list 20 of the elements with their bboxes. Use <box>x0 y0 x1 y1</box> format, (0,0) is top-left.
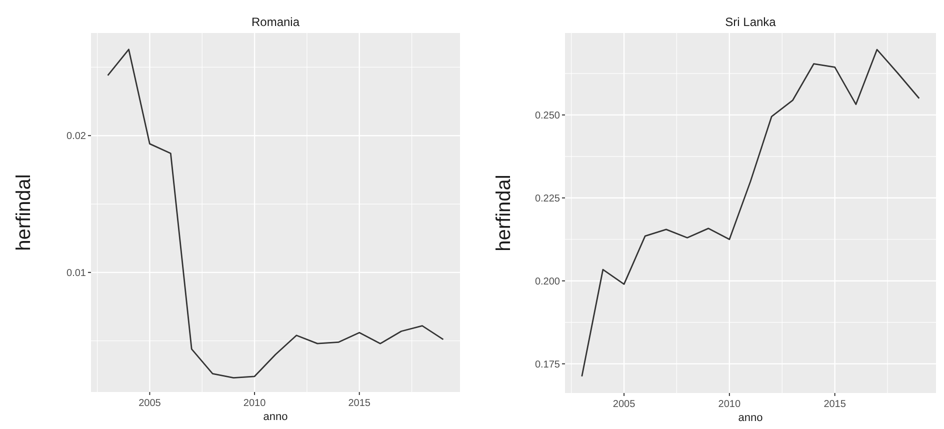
x-tick-label: 2010 <box>243 398 266 409</box>
chart-title: Romania <box>251 15 300 29</box>
line-series <box>107 48 444 378</box>
y-axis-title: herfindal <box>13 174 35 251</box>
y-tick-label: 0.175 <box>534 359 560 370</box>
x-axis-title: anno <box>263 411 288 423</box>
x-tick-label: 2005 <box>612 399 636 410</box>
y-tick-label: 0.225 <box>534 193 560 204</box>
y-tick-label: 0.02 <box>66 131 86 142</box>
chart-title: Sri Lanka <box>725 15 776 29</box>
y-axis-title: herfindal <box>493 174 515 252</box>
x-axis-title: anno <box>738 412 763 424</box>
line-series <box>581 48 920 378</box>
x-tick-label: 2005 <box>138 398 162 409</box>
y-tick-label: 0.250 <box>534 110 560 122</box>
x-tick-label: 2015 <box>824 399 846 410</box>
x-tick-label: 2015 <box>348 398 371 409</box>
y-tick-label: 0.200 <box>534 276 560 288</box>
x-tick-label: 2010 <box>718 399 741 410</box>
y-tick-label: 0.01 <box>66 268 86 279</box>
